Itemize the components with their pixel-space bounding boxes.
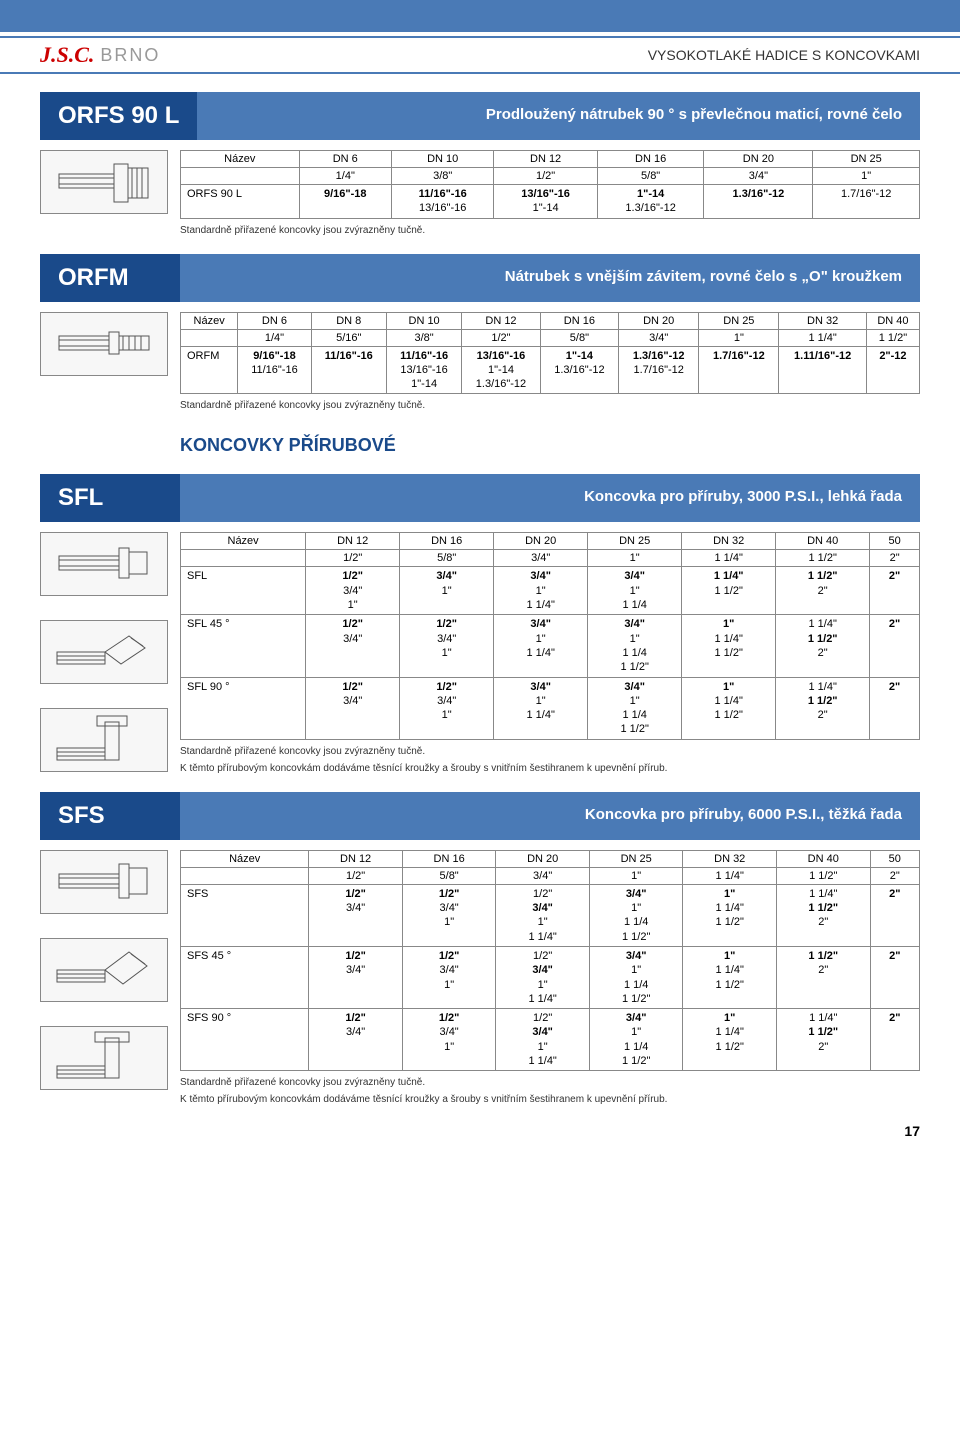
std-note: Standardně přiřazené koncovky jsou zvýra… bbox=[180, 400, 920, 411]
section-sfs-bar: SFS Koncovka pro příruby, 6000 P.S.I., t… bbox=[40, 792, 920, 840]
thumb-sfs bbox=[40, 850, 168, 914]
section-code: ORFM bbox=[40, 254, 180, 302]
thumb-sfs45 bbox=[40, 938, 168, 1002]
std-note: Standardně přiřazené koncovky jsou zvýra… bbox=[180, 746, 920, 757]
thumb-sfs90 bbox=[40, 1026, 168, 1090]
section-desc: Prodloužený nátrubek 90 ° s převlečnou m… bbox=[197, 92, 920, 140]
header-band bbox=[0, 0, 960, 32]
logo: J.S.C. BRNO bbox=[40, 42, 160, 68]
section-code: SFS bbox=[40, 792, 180, 840]
page-number: 17 bbox=[40, 1123, 920, 1139]
thumb-sfl45 bbox=[40, 620, 168, 684]
thumb-orfs90l bbox=[40, 150, 168, 214]
flange-note: K těmto přírubovým koncovkám dodáváme tě… bbox=[180, 763, 920, 774]
section-desc: Nátrubek s vnějším závitem, rovné čelo s… bbox=[180, 254, 920, 302]
section-code: SFL bbox=[40, 474, 180, 522]
inter-title: KONCOVKY PŘÍRUBOVÉ bbox=[180, 435, 920, 456]
logo-brno: BRNO bbox=[100, 45, 160, 66]
table-sfl: NázevDN 12DN 16DN 20DN 25DN 32DN 40501/2… bbox=[180, 532, 920, 739]
std-note: Standardně přiřazené koncovky jsou zvýra… bbox=[180, 225, 920, 236]
section-desc: Koncovka pro příruby, 3000 P.S.I., lehká… bbox=[180, 474, 920, 522]
section-orfm-bar: ORFM Nátrubek s vnějším závitem, rovné č… bbox=[40, 254, 920, 302]
std-note: Standardně přiřazené koncovky jsou zvýra… bbox=[180, 1077, 920, 1088]
table-sfs: NázevDN 12DN 16DN 20DN 25DN 32DN 40501/2… bbox=[180, 850, 920, 1072]
section-sfl-bar: SFL Koncovka pro příruby, 3000 P.S.I., l… bbox=[40, 474, 920, 522]
table-orfs90l: NázevDN 6DN 10DN 12DN 16DN 20DN 251/4"3/… bbox=[180, 150, 920, 219]
table-orfm: NázevDN 6DN 8DN 10DN 12DN 16DN 20DN 25DN… bbox=[180, 312, 920, 395]
page-title: VYSOKOTLAKÉ HADICE S KONCOVKAMI bbox=[648, 47, 920, 63]
section-code: ORFS 90 L bbox=[40, 92, 197, 140]
thumb-sfl bbox=[40, 532, 168, 596]
section-orfs90l-bar: ORFS 90 L Prodloužený nátrubek 90 ° s př… bbox=[40, 92, 920, 140]
section-desc: Koncovka pro příruby, 6000 P.S.I., těžká… bbox=[180, 792, 920, 840]
thumb-sfl90 bbox=[40, 708, 168, 772]
logo-jsc: J.S.C. bbox=[40, 42, 94, 68]
thumb-orfm bbox=[40, 312, 168, 376]
logo-row: J.S.C. BRNO VYSOKOTLAKÉ HADICE S KONCOVK… bbox=[0, 36, 960, 74]
flange-note: K těmto přírubovým koncovkám dodáváme tě… bbox=[180, 1094, 920, 1105]
